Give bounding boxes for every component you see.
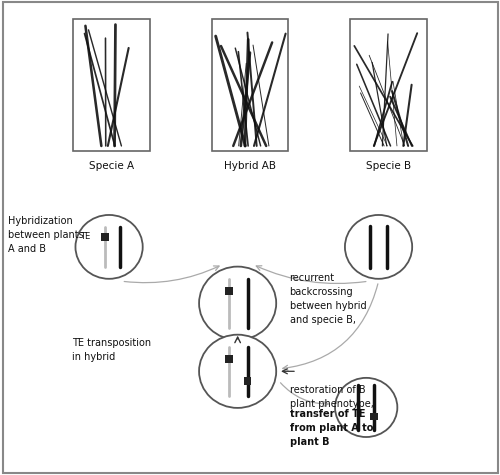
Text: Hybrid AB: Hybrid AB xyxy=(224,161,276,171)
Circle shape xyxy=(76,215,142,279)
Bar xyxy=(350,19,427,151)
Circle shape xyxy=(199,335,276,408)
Circle shape xyxy=(199,266,276,340)
Bar xyxy=(244,377,252,385)
Bar xyxy=(101,233,109,241)
Text: Hybridization
between plants
A and B: Hybridization between plants A and B xyxy=(8,216,84,254)
Bar xyxy=(73,19,150,151)
Text: Specie B: Specie B xyxy=(366,161,411,171)
Circle shape xyxy=(345,215,412,279)
Text: recurrent
backcrossing
between hybrid
and specie B,: recurrent backcrossing between hybrid an… xyxy=(290,273,366,324)
Bar xyxy=(212,19,288,151)
Bar xyxy=(225,287,232,295)
Bar xyxy=(225,355,232,363)
Text: transfer of TE
from plant A to
plant B: transfer of TE from plant A to plant B xyxy=(290,409,373,447)
Text: Specie A: Specie A xyxy=(89,161,134,171)
Text: TE transposition
in hybrid: TE transposition in hybrid xyxy=(72,338,151,362)
Circle shape xyxy=(335,378,398,437)
Text: restoration of B
plant phenotype,: restoration of B plant phenotype, xyxy=(290,385,374,409)
Text: TE: TE xyxy=(80,232,90,241)
Bar xyxy=(370,412,378,420)
